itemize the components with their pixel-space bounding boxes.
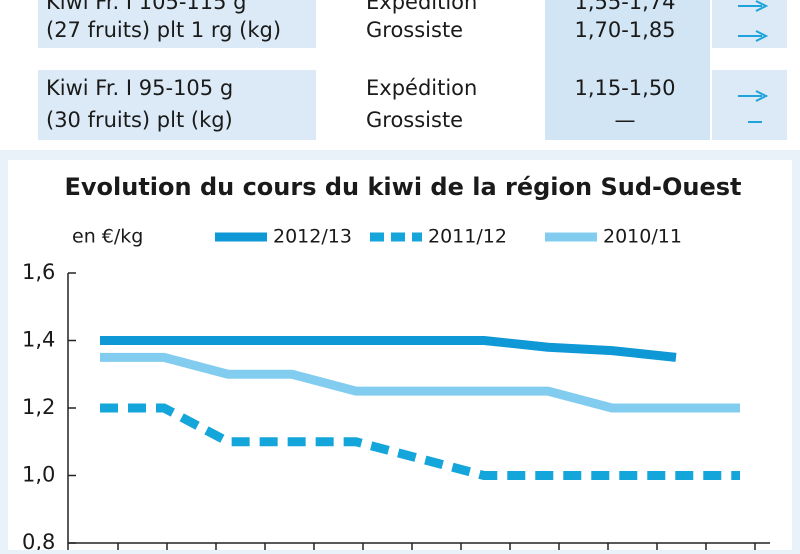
y-tick-label: 1,4 xyxy=(22,328,55,352)
y-tick-label: 0,8 xyxy=(22,530,55,550)
arrow xyxy=(738,90,769,102)
series-line xyxy=(100,352,740,413)
row-label: Kiwi Fr. I 95-105 g xyxy=(46,76,233,100)
series-line xyxy=(100,403,740,480)
y-tick-label: 1,0 xyxy=(22,463,55,487)
row-price: 1,15-1,50 xyxy=(574,76,675,100)
legend-label: 2011/12 xyxy=(428,226,507,248)
row-label: (27 fruits) plt 1 rg (kg) xyxy=(46,18,281,42)
row-price: 1,70-1,85 xyxy=(574,18,675,42)
row-type: Grossiste xyxy=(366,18,463,42)
row-price: 1,55-1,74 xyxy=(574,0,675,14)
cell xyxy=(712,0,787,48)
arrow xyxy=(738,0,769,12)
chart-title: Evolution du cours du kiwi de la région … xyxy=(64,173,741,201)
cell xyxy=(38,0,316,48)
legend-label: 2010/11 xyxy=(603,226,682,248)
row-type: Expédition xyxy=(366,0,477,14)
legend-label: 2012/13 xyxy=(273,226,352,248)
row-label: (30 fruits) plt (kg) xyxy=(46,108,233,132)
cell xyxy=(712,70,787,140)
row-type: Grossiste xyxy=(366,108,463,132)
row-type: Expédition xyxy=(366,76,477,100)
row-price: — xyxy=(615,108,636,132)
y-tick-label: 1,2 xyxy=(22,395,55,419)
price-column xyxy=(545,0,710,140)
cell xyxy=(38,70,316,140)
row-label: Kiwi Fr. I 105-115 g xyxy=(46,0,247,14)
trend-icons xyxy=(738,0,769,123)
y-axis-unit: en €/kg xyxy=(72,226,143,248)
series-line xyxy=(100,336,677,362)
arrow xyxy=(738,30,769,42)
y-tick-label: 1,6 xyxy=(22,260,55,284)
